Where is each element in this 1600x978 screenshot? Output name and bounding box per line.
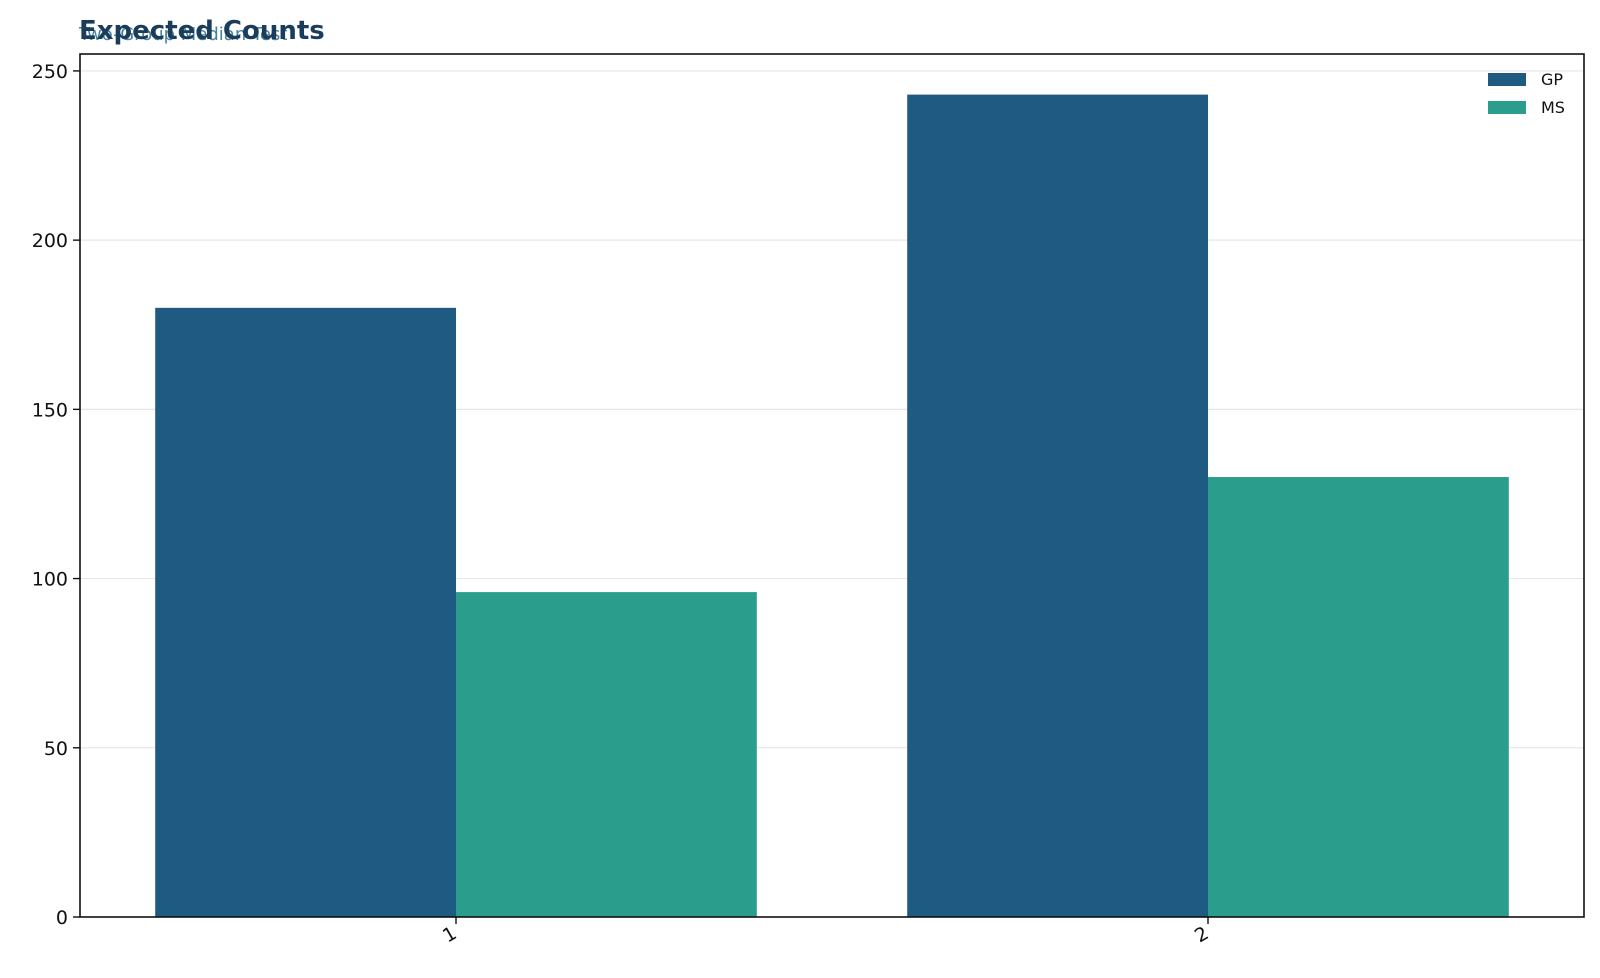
legend-label-gp: GP — [1541, 70, 1563, 89]
y-axis: 0 50 100 150 200 250 — [32, 61, 80, 929]
x-tick-label: 1 — [439, 922, 460, 947]
legend-swatch-ms — [1488, 101, 1526, 114]
y-tick-label: 100 — [32, 569, 68, 591]
plot-frame — [79, 53, 1585, 918]
y-tick-label: 150 — [32, 399, 68, 421]
x-tick-label: 2 — [1191, 922, 1212, 947]
y-tick-label: 0 — [56, 907, 68, 929]
bar-ms-2 — [1208, 477, 1509, 917]
legend-swatch-gp — [1488, 73, 1526, 86]
y-tick-label: 200 — [32, 230, 68, 252]
y-tick-label: 250 — [32, 61, 68, 83]
legend: GP MS — [1488, 70, 1565, 117]
chart-subtitle: Two-Group Median Test — [78, 24, 287, 45]
y-tick-label: 50 — [44, 738, 68, 760]
bar-ms-1 — [456, 592, 757, 917]
chart-title: Expected Counts — [79, 16, 325, 46]
bar-gp-2 — [907, 94, 1208, 918]
bar-gp-1 — [155, 307, 456, 918]
bars — [155, 94, 1509, 918]
legend-label-ms: MS — [1541, 98, 1565, 117]
